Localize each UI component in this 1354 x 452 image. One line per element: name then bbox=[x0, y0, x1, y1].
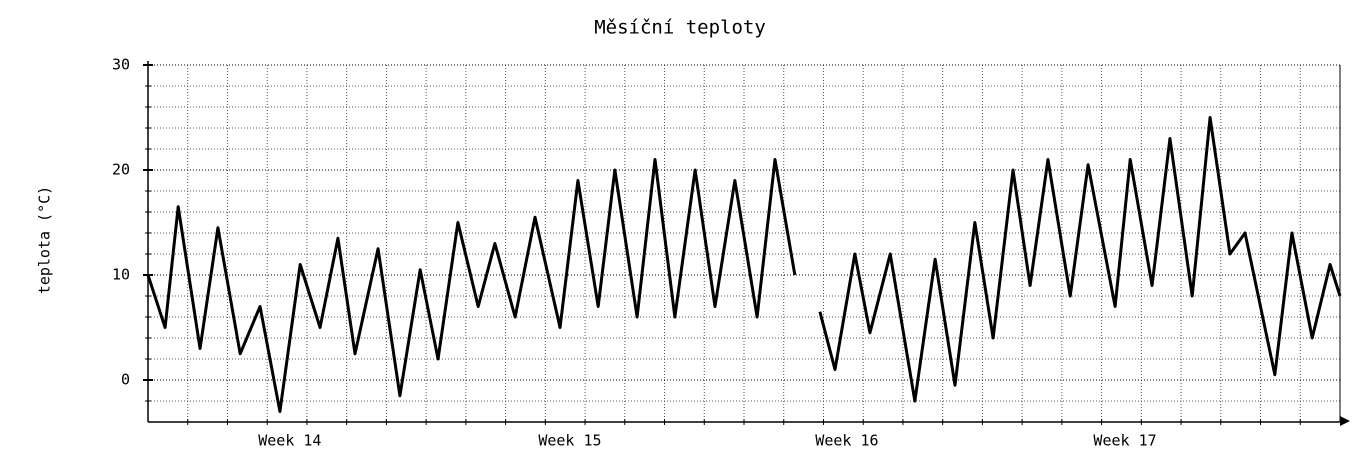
y-tick-label: 30 bbox=[112, 56, 130, 74]
axis-arrow bbox=[1340, 416, 1350, 426]
x-tick-label: Week 14 bbox=[258, 432, 321, 450]
chart-title: Měsíční teploty bbox=[594, 17, 766, 39]
data-line bbox=[146, 158, 797, 413]
y-axis-label: teplota (°C) bbox=[36, 186, 54, 294]
y-tick-label: 20 bbox=[112, 161, 130, 179]
x-tick-label: Week 15 bbox=[538, 432, 601, 450]
x-tick-label: Week 17 bbox=[1093, 432, 1156, 450]
y-tick-label: 0 bbox=[121, 371, 130, 389]
x-tick-label: Week 16 bbox=[815, 432, 878, 450]
data-line bbox=[818, 116, 1342, 403]
y-tick-label: 10 bbox=[112, 266, 130, 284]
